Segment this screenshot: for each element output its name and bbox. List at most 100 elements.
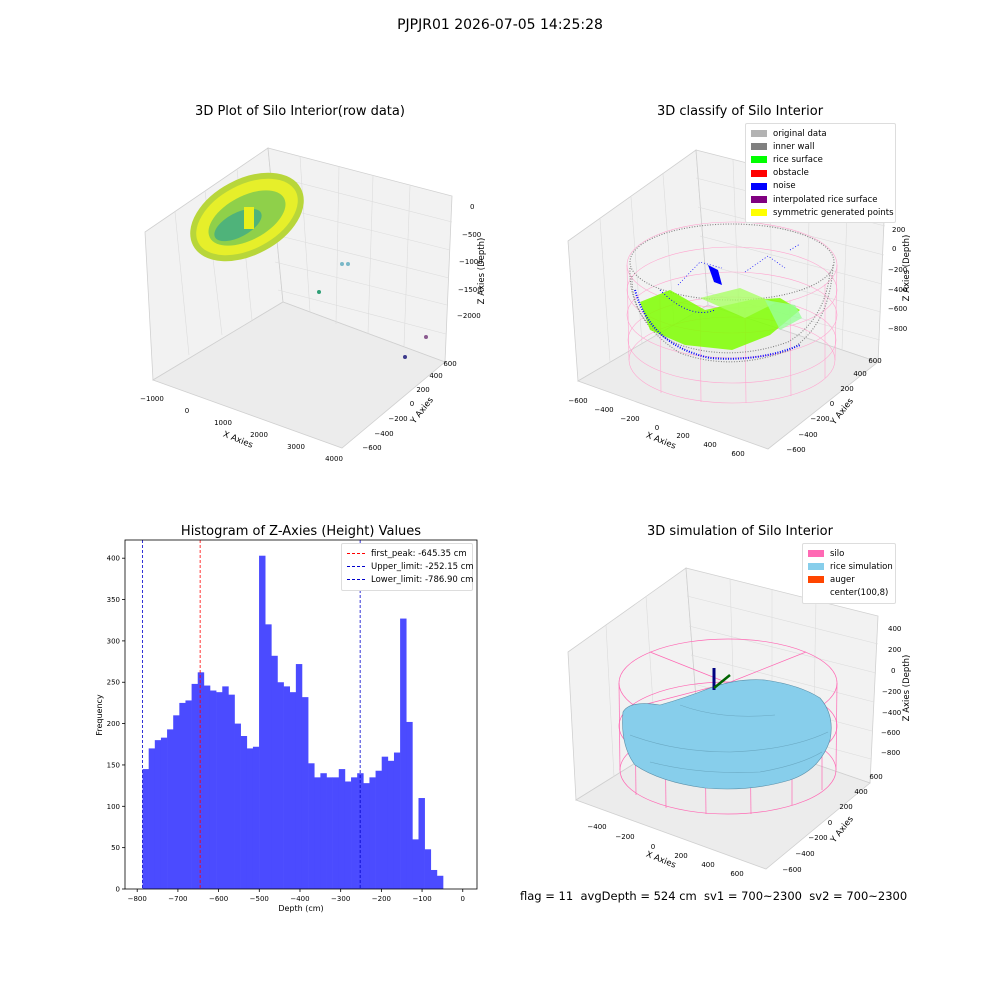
outlier-point <box>317 290 321 294</box>
histogram-bar <box>271 655 278 889</box>
histogram-bar <box>320 773 327 889</box>
histogram-bar <box>142 769 149 889</box>
histogram-bar <box>209 690 217 889</box>
histogram-bar <box>154 740 162 889</box>
panel1-point-cloud <box>190 172 304 262</box>
svg-text:400: 400 <box>853 370 866 378</box>
panel3-ylabel: Frequency <box>95 694 104 736</box>
legend-entry: original data <box>751 127 890 140</box>
panel1-yticks: −600 −400 −200 0 200 400 600 <box>362 360 456 452</box>
histogram-bar <box>308 763 315 889</box>
svg-text:−200: −200 <box>888 266 907 274</box>
panel1-zticks: 0 −500 −1000 −1500 −2000 <box>457 203 483 320</box>
svg-text:−1000: −1000 <box>140 395 164 403</box>
panel1-zlabel: Z Axies (Depth) <box>477 238 487 305</box>
svg-text:−500: −500 <box>462 231 481 239</box>
svg-text:−600: −600 <box>568 397 587 405</box>
legend-label: Upper_limit: -252.15 cm <box>371 561 474 572</box>
panel2-rice-surface <box>640 288 802 350</box>
legend-label: first_peak: -645.35 cm <box>371 548 467 559</box>
svg-text:−400: −400 <box>888 286 907 294</box>
legend-entry: inner wall <box>751 140 890 153</box>
legend-label: auger <box>830 574 855 585</box>
svg-text:−600: −600 <box>881 729 900 737</box>
svg-text:1000: 1000 <box>214 419 232 427</box>
histogram-bar <box>246 748 254 889</box>
legend-entry: symmetric generated points <box>751 206 894 219</box>
svg-text:−200: −200 <box>388 415 407 423</box>
x-tick-label: −400 <box>290 895 309 903</box>
legend-line <box>347 566 365 568</box>
svg-text:200: 200 <box>839 803 852 811</box>
legend-swatch <box>808 576 824 584</box>
panel4-title: 3D simulation of Silo Interior <box>647 524 833 539</box>
legend-label: rice surface <box>773 154 823 165</box>
panel4-zticks: 400 200 0 −200 −400 −600 −800 <box>881 625 901 757</box>
histogram-bar <box>179 702 186 889</box>
x-tick-label: −100 <box>412 895 431 903</box>
histogram-yticks: 0 50 100 150 200 250 300 350 400 <box>107 555 125 894</box>
histogram-bar <box>185 700 192 889</box>
histogram-bar <box>344 781 352 889</box>
svg-text:−800: −800 <box>881 749 900 757</box>
histogram-bar <box>436 875 444 889</box>
panel2-yticks: −600 −400 −200 0 200 400 600 <box>786 357 881 454</box>
outlier-point <box>424 335 428 339</box>
histogram-bar <box>216 692 223 889</box>
histogram-xticks: −800 −700 −600 −500 −400 −300 −200 −100 0 <box>128 889 465 903</box>
x-tick-label: 0 <box>461 895 465 903</box>
legend-line <box>347 579 365 581</box>
y-tick-label: 100 <box>107 803 120 811</box>
legend-line <box>347 553 365 555</box>
histogram-bar <box>283 686 291 889</box>
histogram-bar <box>430 869 438 889</box>
svg-text:−600: −600 <box>782 866 801 874</box>
histogram-bar <box>160 737 168 889</box>
legend-entry: noise <box>751 180 890 193</box>
svg-text:−600: −600 <box>362 444 381 452</box>
svg-text:0: 0 <box>410 400 414 408</box>
panel1-xticks: −1000 0 1000 2000 3000 4000 <box>140 395 343 463</box>
svg-text:400: 400 <box>888 625 901 633</box>
legend-label: original data <box>773 128 827 139</box>
svg-text:−200: −200 <box>620 415 639 423</box>
panel4-legend: silo rice simulation auger center(100,8) <box>802 543 896 604</box>
histogram-bar <box>197 672 205 889</box>
histogram-bars <box>142 555 444 889</box>
legend-swatch <box>751 209 767 217</box>
panel3-chart: −800 −700 −600 −500 −400 −300 −200 −100 0 0 50 100… <box>95 539 478 913</box>
x-tick-label: −500 <box>250 895 269 903</box>
panel4-chart: −400 −200 0 200 400 600 X Axies −600 −40… <box>567 567 912 878</box>
svg-text:0: 0 <box>655 424 659 432</box>
panel2-noise <box>634 243 801 360</box>
histogram-bar <box>259 555 266 889</box>
legend-entry: Lower_limit: -786.90 cm <box>347 573 473 586</box>
legend-swatch <box>751 169 767 177</box>
svg-text:0: 0 <box>470 203 474 211</box>
svg-text:−200: −200 <box>615 833 634 841</box>
panel2-inner-wall <box>629 223 835 363</box>
svg-text:−800: −800 <box>888 325 907 333</box>
histogram-bar <box>387 760 395 889</box>
histogram-bar <box>412 839 419 889</box>
svg-text:−2000: −2000 <box>457 312 481 320</box>
svg-text:400: 400 <box>429 372 442 380</box>
svg-text:200: 200 <box>888 646 901 654</box>
y-tick-label: 400 <box>107 555 120 563</box>
histogram-bar <box>406 721 413 889</box>
panel4-xlabel: X Axies <box>644 850 677 871</box>
panel2-chart: −600 −400 −200 0 200 400 600 X Axies −60… <box>567 149 912 458</box>
panel3-title: Histogram of Z-Axies (Height) Values <box>180 524 422 539</box>
svg-text:3000: 3000 <box>287 443 305 451</box>
legend-swatch <box>751 182 767 190</box>
svg-text:0: 0 <box>891 667 895 675</box>
svg-text:0: 0 <box>828 819 832 827</box>
histogram-bar <box>228 694 235 889</box>
x-tick-label: −700 <box>168 895 187 903</box>
legend-swatch <box>751 130 767 138</box>
histogram-bar <box>295 664 303 889</box>
histogram-bar <box>277 682 284 889</box>
histogram-bar <box>400 618 407 889</box>
y-tick-label: 150 <box>107 761 120 769</box>
panel1-title: 3D Plot of Silo Interior(row data) <box>195 104 405 119</box>
